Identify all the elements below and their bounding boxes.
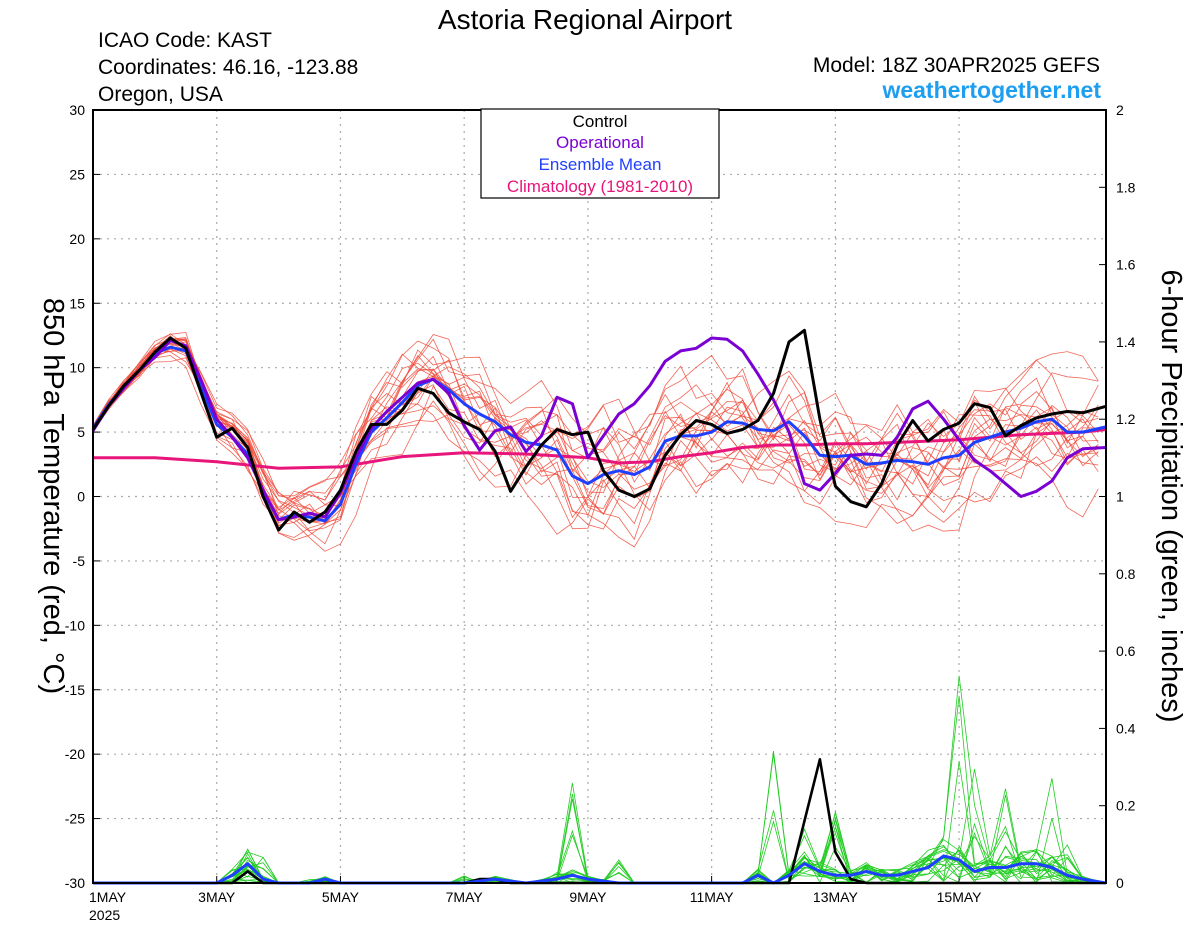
member-precip-line [93, 695, 1099, 884]
y-tick-label: 15 [69, 295, 85, 311]
axis-ticks: 302520151050-5-10-15-20-25-3021.81.61.41… [65, 102, 1136, 923]
y2-axis-label: 6-hour Precipitation (green, inches) [1155, 270, 1187, 723]
precip-ensemble-mean-line [93, 854, 1107, 885]
temp-control-line [91, 328, 1107, 532]
model-run: Model: 18Z 30APR2025 GEFS [813, 54, 1100, 77]
legend-operational: Operational [556, 133, 644, 152]
x-tick-label: 7MAY [446, 889, 484, 905]
legend-box [480, 108, 720, 199]
x-tick-label: 9MAY [569, 889, 607, 905]
member-temp-line [92, 340, 1099, 530]
legend-control: Control [573, 112, 628, 131]
y2-tick-label: 0.4 [1116, 720, 1136, 736]
x-tick-label: 13MAY [813, 889, 859, 905]
y2-tick-label: 0.6 [1116, 643, 1136, 659]
y2-tick-label: 1 [1116, 489, 1124, 505]
chart-title: Astoria Regional Airport [438, 4, 732, 35]
y2-tick-label: 0 [1116, 875, 1124, 891]
y2-tick-label: 1.8 [1116, 179, 1136, 195]
y-tick-label: 30 [69, 102, 85, 118]
y-tick-label: 0 [77, 489, 85, 505]
x-tick-label: 3MAY [198, 889, 236, 905]
y-tick-label: -25 [65, 811, 85, 827]
y-tick-label: -15 [65, 682, 85, 698]
site-link[interactable]: weathertogether.net [881, 77, 1101, 103]
legend: Control Operational Ensemble Mean Climat… [480, 108, 720, 199]
y-tick-label: 25 [69, 166, 85, 182]
y2-tick-label: 2 [1116, 102, 1124, 118]
x-tick-label: 11MAY [690, 889, 734, 905]
member-temp-line [92, 343, 1099, 535]
y-tick-label: -30 [65, 875, 85, 891]
x-tick-label: 5MAY [322, 889, 360, 905]
x-tick-label: 1MAY [89, 889, 127, 905]
y-tick-label: -10 [65, 617, 85, 633]
x-tick-label: 15MAY [937, 889, 983, 905]
member-precip-line [93, 811, 1099, 884]
y-tick-label: -20 [65, 746, 85, 762]
y2-tick-label: 1.6 [1116, 257, 1136, 273]
gridlines [93, 110, 1106, 883]
location: Oregon, USA [98, 83, 223, 106]
y-tick-label: -5 [73, 553, 86, 569]
y2-tick-label: 0.2 [1116, 798, 1136, 814]
y-tick-label: 20 [69, 231, 85, 247]
coordinates: Coordinates: 46.16, -123.88 [98, 56, 358, 79]
y2-tick-label: 1.2 [1116, 411, 1136, 427]
y2-tick-label: 1.4 [1116, 334, 1136, 350]
icao-code: ICAO Code: KAST [98, 29, 272, 52]
x-tick-sublabel: 2025 [89, 907, 120, 923]
y-tick-label: 10 [69, 360, 85, 376]
legend-climatology: Climatology (1981-2010) [507, 177, 693, 196]
y2-tick-label: 0.8 [1116, 566, 1136, 582]
y-axis-label: 850 hPa Temperature (red, °C) [37, 298, 69, 694]
legend-ensemble-mean: Ensemble Mean [539, 155, 662, 174]
y-tick-label: 5 [77, 424, 85, 440]
member-temp-line [92, 342, 1099, 525]
series-lines [91, 328, 1107, 885]
